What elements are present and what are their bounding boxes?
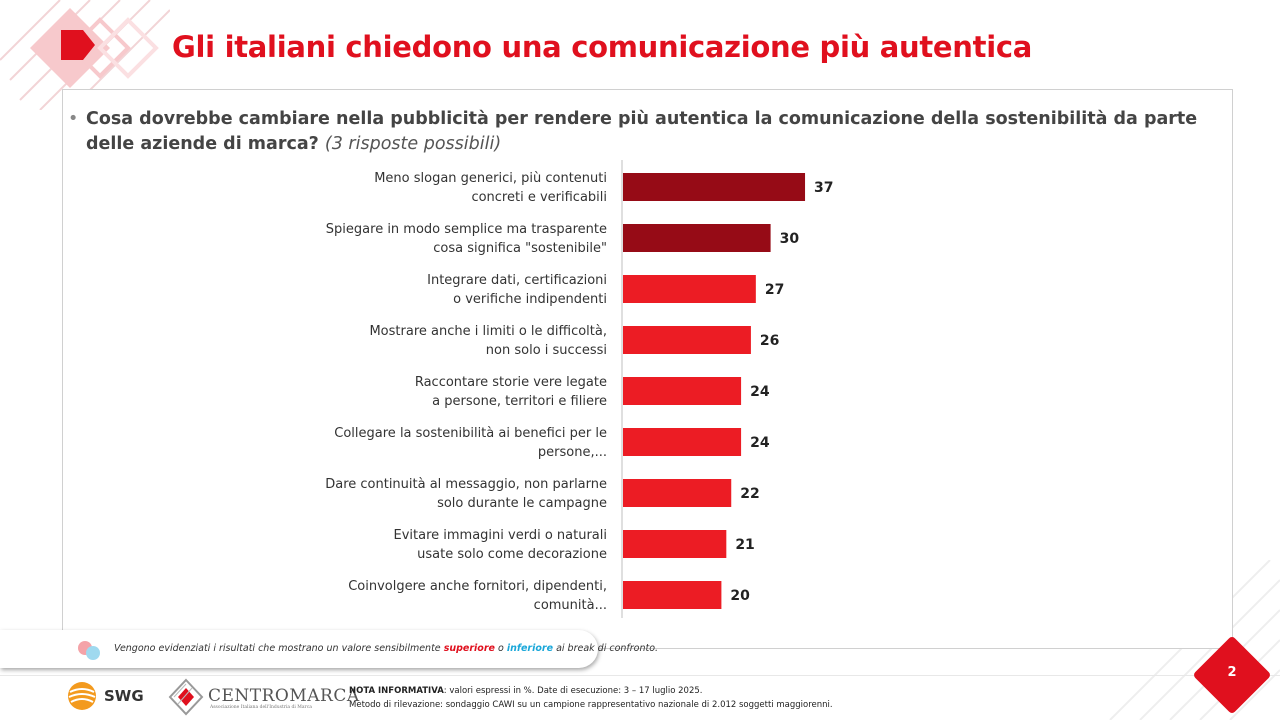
category-label-3: Integrare dati, certificazioni o verifich…: [427, 273, 607, 307]
centromarca-logo-icon: [168, 678, 204, 716]
category-label-8: Evitare immagini verdi o naturali usate s…: [394, 528, 608, 562]
legend-superiore: superiore: [443, 643, 495, 654]
footnote: NOTA INFORMATIVA: valori espressi in %. …: [349, 684, 833, 712]
legend-inferiore: inferiore: [506, 643, 554, 654]
bullet-icon: •: [68, 109, 79, 129]
legend-inferiore-dot: [86, 646, 100, 660]
value-label-1: 37: [814, 180, 833, 196]
question-note: (3 risposte possibili): [324, 134, 502, 154]
footnote-note: : valori espressi in %. Date di esecuzio…: [443, 686, 703, 696]
value-label-6: 24: [750, 435, 770, 451]
page-number: 2: [1227, 665, 1237, 680]
legend-prefix: Vengono evidenziati i risultati che most…: [114, 643, 441, 654]
bar-7: [623, 479, 732, 507]
category-label-9: Coinvolgere anche fornitori, dipendenti,…: [348, 579, 607, 613]
bar-6: [623, 428, 742, 456]
value-label-5: 24: [750, 384, 770, 400]
category-label-4: Mostrare anche i limiti o le difficoltà,…: [369, 324, 607, 358]
question-text: Cosa dovrebbe cambiare nella pubblicità …: [86, 109, 1198, 154]
category-label-6: Collegare la sostenibilità ai benefici p…: [334, 426, 607, 460]
legend-middle: o: [497, 643, 504, 654]
corner-decoration: [0, 0, 170, 110]
value-label-2: 30: [780, 231, 800, 247]
value-label-7: 22: [740, 486, 759, 502]
category-label-7: Dare continuità al messaggio, non parlar…: [325, 477, 607, 511]
bar-5: [623, 377, 742, 405]
category-label-2: Spiegare in modo semplice ma trasparente…: [326, 222, 607, 256]
survey-question: • Cosa dovrebbe cambiare nella pubblicit…: [68, 107, 1211, 157]
footnote-method: Metodo di rilevazione: sondaggio CAWI su…: [349, 700, 833, 710]
swg-logo-icon: [68, 682, 96, 710]
category-label-5: Raccontare storie vere legate a persone, …: [415, 375, 607, 409]
bar-9: [623, 581, 722, 609]
footer-divider: [0, 675, 1280, 676]
value-label-3: 27: [765, 282, 784, 298]
footnote-label: NOTA INFORMATIVA: [349, 686, 444, 696]
page-title: Gli italiani chiedono una comunicazione …: [172, 30, 1033, 64]
swg-logo-text: SWG: [104, 687, 144, 705]
category-label-1: Meno slogan generici, più contenuti concr…: [374, 171, 607, 205]
centromarca-logo-subtitle: Associazione Italiana dell'Industria di …: [210, 705, 312, 710]
legend-text: Vengono evidenziati i risultati che most…: [114, 643, 658, 654]
bar-4: [623, 326, 751, 354]
centromarca-logo-text: CENTROMARCA: [208, 686, 360, 706]
legend-suffix: ai break di confronto.: [556, 643, 659, 654]
bar-8: [623, 530, 727, 558]
bar-3: [623, 275, 756, 303]
value-label-8: 21: [735, 537, 754, 553]
bar-1: [623, 173, 806, 201]
bar-2: [623, 224, 771, 252]
value-label-9: 20: [730, 588, 750, 604]
legend-box: [0, 630, 598, 668]
value-label-4: 26: [760, 333, 779, 349]
